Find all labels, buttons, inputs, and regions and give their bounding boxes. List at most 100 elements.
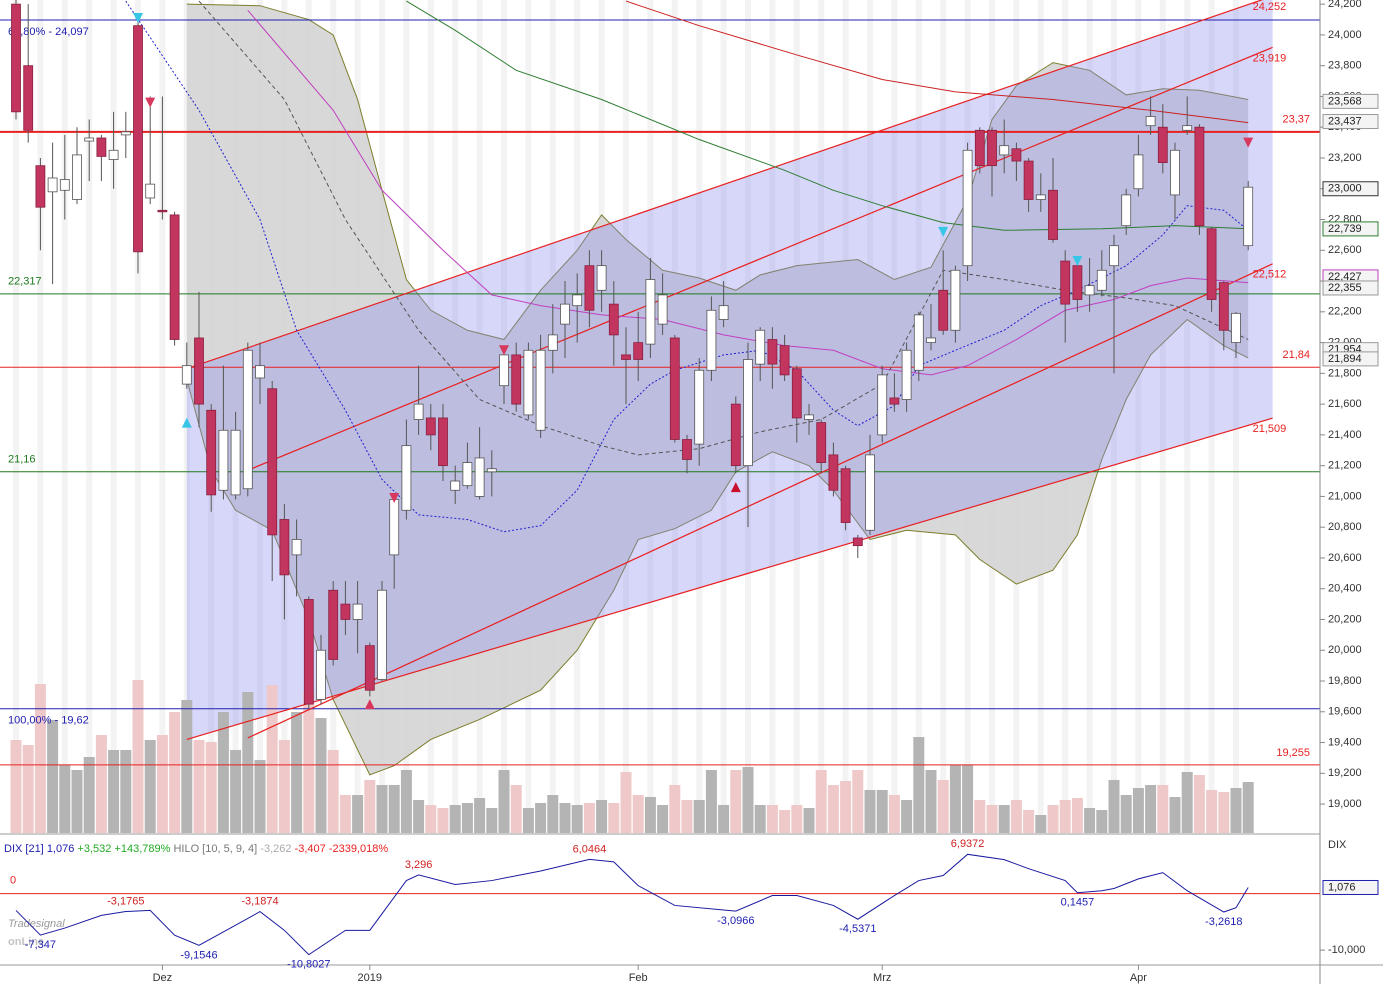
volume-bar [901, 800, 913, 833]
moving-average [625, 0, 1249, 124]
price-tag-label: 22,739 [1328, 223, 1362, 235]
candle-body [145, 183, 156, 199]
indicator-header-item: -3,407 [295, 843, 326, 855]
volume-bar [352, 795, 364, 833]
level-label: 22,317 [8, 276, 42, 288]
indicator-value-label: 6,9372 [951, 838, 985, 850]
y-tick-label: 20,400 [1328, 583, 1362, 595]
volume-bar [327, 750, 339, 833]
candle-body [364, 645, 375, 691]
volume-bar [718, 805, 730, 833]
channel-line [186, 0, 1264, 370]
volume-bar [998, 805, 1010, 833]
signal [938, 226, 949, 237]
volume-bar [95, 735, 107, 833]
candle-body [267, 388, 278, 536]
y-tick-label: 19,600 [1328, 706, 1362, 718]
y-tick-label: 22,200 [1328, 306, 1362, 318]
watermark: onLine [8, 936, 44, 948]
volume-bar [962, 765, 974, 833]
y-tick-label: 20,200 [1328, 613, 1362, 625]
volume-bar [705, 770, 717, 833]
volume-bar [230, 750, 242, 833]
volume-bar [266, 685, 278, 833]
candle-body [474, 457, 485, 497]
candle-body [645, 279, 656, 345]
candle-body [1170, 149, 1180, 196]
candle-body [730, 403, 741, 467]
candle-body [547, 334, 558, 351]
y-tick-label: 23,800 [1328, 60, 1362, 72]
indicator-header-item: HILO [10, 5, 9, 4] [173, 843, 257, 855]
volume-bar [83, 757, 95, 833]
candle-body [840, 468, 851, 523]
volume-bar [559, 803, 571, 833]
candle-body [1231, 312, 1241, 343]
signal [145, 97, 156, 108]
volume-bar [644, 797, 656, 833]
candle-body [72, 154, 82, 200]
price-tag [1322, 114, 1379, 130]
y-tick-label: 21,000 [1328, 490, 1362, 502]
y-tick-label: 19,800 [1328, 675, 1362, 687]
volume-bar [461, 803, 473, 833]
volume-bar [1023, 810, 1035, 833]
volume-bar [827, 785, 839, 833]
price-tag-label: 23,000 [1328, 183, 1362, 195]
volume-bar [1096, 810, 1108, 833]
candle-body [169, 214, 180, 340]
candle-body [1109, 245, 1119, 267]
candle-body [621, 354, 631, 360]
volume-bar [1071, 798, 1083, 833]
volume-bar [1010, 800, 1022, 833]
candle-body [230, 429, 241, 496]
price-tag [1322, 280, 1379, 296]
volume-bar [22, 745, 34, 833]
volume-bar [1145, 785, 1157, 833]
candle-body [1121, 194, 1132, 227]
volume-bar [1132, 788, 1144, 833]
candle-body [425, 417, 436, 436]
indicator-tag [1322, 879, 1379, 895]
candle-body [535, 349, 546, 431]
stripe [37, 0, 44, 833]
volume-bar [156, 735, 168, 833]
candle-body [47, 177, 58, 193]
candle-body [950, 269, 961, 331]
price-tag-label: 22,355 [1328, 282, 1362, 294]
volume-bar [278, 740, 290, 833]
indicator-value-label: 3,296 [405, 859, 433, 871]
volume-bar [657, 805, 669, 833]
price-tag-label: 22,427 [1328, 271, 1362, 283]
candle-body [1048, 189, 1058, 240]
candle-body [340, 603, 351, 620]
candle-body [1023, 160, 1034, 200]
candle-body [804, 414, 814, 420]
volume-bar [1035, 815, 1047, 833]
signal [133, 12, 143, 23]
candle-body [1182, 125, 1193, 131]
volume-bar [888, 795, 900, 833]
volume-bar [108, 750, 120, 833]
signal [389, 492, 400, 503]
volume-bar [1059, 800, 1071, 833]
candle-body [1243, 186, 1254, 247]
level-label: 19,255 [1276, 747, 1310, 759]
indicator-line [15, 853, 1249, 956]
volume-bar [620, 772, 632, 833]
y-tick-label: -10,000 [1328, 944, 1365, 956]
indicator-value-label: -4,5371 [839, 923, 876, 935]
price-tag [1322, 351, 1379, 367]
candle-body [194, 337, 204, 405]
volume-bar [303, 693, 315, 833]
volume-bar [583, 803, 595, 833]
candle-body [682, 439, 692, 460]
volume-bar [1047, 805, 1059, 833]
signal [181, 417, 192, 428]
volume-bar [47, 720, 59, 833]
indicator-header: DIX [21] 1,076 +3,532 +143,789% HILO [10… [4, 843, 388, 855]
candle-body [486, 468, 497, 473]
candle-body [450, 480, 461, 491]
volume-bar [169, 712, 181, 833]
volume-bar [400, 770, 412, 833]
